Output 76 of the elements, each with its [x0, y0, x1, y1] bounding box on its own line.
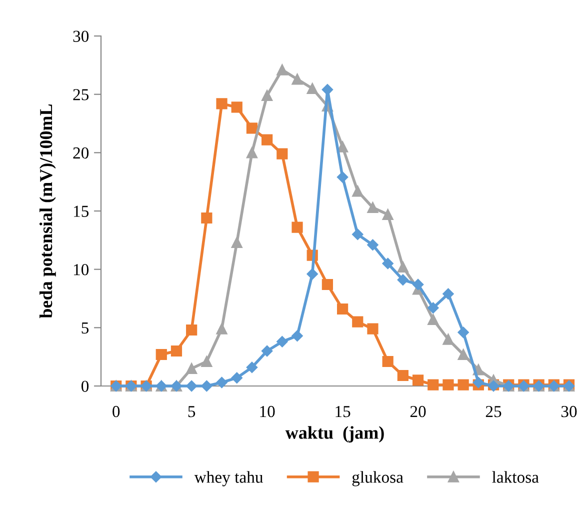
point: [261, 345, 273, 357]
point: [428, 314, 439, 326]
point: [442, 379, 454, 390]
y-axis-title: beda potensial (mV)/100mL: [39, 104, 56, 318]
x-tick-label: 0: [112, 406, 120, 418]
point: [352, 186, 364, 197]
point: [472, 376, 484, 388]
point: [428, 302, 439, 314]
point: [246, 147, 258, 158]
y-tick-label: 5: [82, 322, 89, 334]
point: [458, 379, 469, 390]
point: [201, 356, 212, 368]
point: [397, 274, 409, 286]
point: [382, 356, 394, 368]
x-tick-label: 30: [561, 406, 577, 418]
point: [201, 212, 212, 224]
point: [367, 202, 378, 214]
point: [216, 323, 228, 334]
point: [306, 82, 318, 94]
y-tick-label: 0: [81, 380, 89, 392]
point: [458, 348, 469, 360]
point: [352, 316, 364, 328]
point: [170, 345, 182, 357]
point: [322, 84, 334, 96]
point: [276, 64, 288, 76]
point: [382, 258, 394, 270]
point: [412, 278, 424, 290]
point: [292, 74, 303, 85]
point: [382, 208, 394, 220]
x-tick-label: 15: [336, 406, 350, 418]
point: [397, 261, 408, 273]
point: [336, 303, 348, 315]
point: [442, 288, 454, 300]
point: [246, 122, 258, 134]
point: [292, 330, 303, 342]
point: [352, 228, 364, 240]
point: [231, 372, 242, 384]
point: [306, 268, 318, 280]
x-tick-label: 25: [486, 406, 502, 418]
point: [262, 134, 273, 146]
point: [292, 222, 303, 233]
point: [336, 172, 348, 183]
point: [412, 374, 424, 386]
legend-label: whey tahu: [194, 471, 263, 486]
point: [186, 380, 198, 392]
point: [428, 379, 439, 390]
point: [231, 102, 242, 113]
x-tick-label: 20: [410, 406, 426, 418]
point: [186, 362, 198, 374]
y-tick-label: 30: [73, 30, 89, 42]
legend-label: glukosa: [352, 471, 404, 486]
point: [262, 90, 273, 102]
point: [276, 336, 288, 348]
point: [231, 236, 242, 248]
point: [276, 148, 288, 160]
y-tick-label: 25: [73, 89, 89, 100]
y-tick-label: 10: [74, 264, 89, 276]
point: [442, 334, 454, 345]
point: [336, 141, 348, 152]
x-axis-title: waktu (jam): [285, 426, 384, 442]
point: [186, 324, 198, 336]
point: [367, 239, 378, 250]
point: [397, 370, 408, 382]
y-tick-label: 15: [74, 206, 89, 217]
point: [216, 376, 228, 388]
point: [458, 326, 469, 338]
point: [322, 278, 334, 290]
y-tick-label: 20: [73, 147, 89, 159]
point: [156, 348, 167, 360]
point: [216, 98, 228, 110]
legend-label: laktosa: [492, 471, 539, 483]
x-tick-label: 10: [260, 406, 275, 418]
point: [201, 380, 212, 392]
x-tick-label: 5: [188, 406, 196, 418]
point: [367, 323, 378, 334]
point: [246, 362, 258, 373]
